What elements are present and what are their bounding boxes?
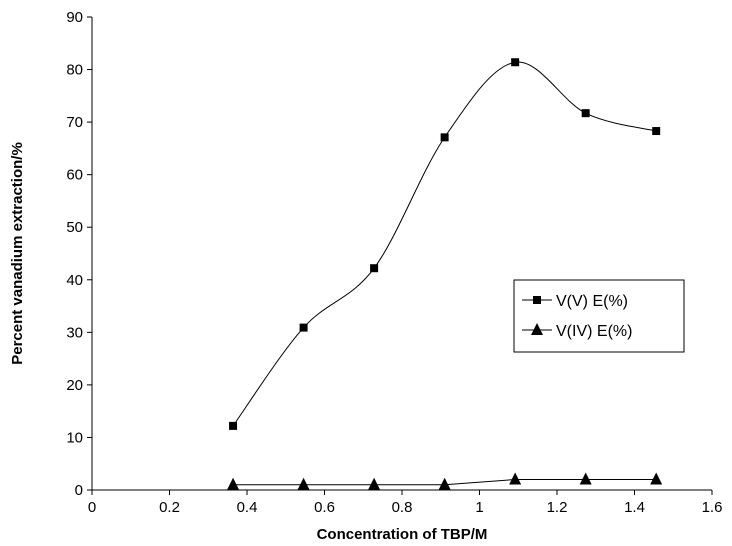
y-tick-label: 30 — [66, 324, 83, 341]
series-layer — [227, 58, 663, 490]
x-tick-label: 0.8 — [392, 499, 413, 516]
legend-label-viv: V(IV) E(%) — [556, 323, 632, 340]
data-point-square — [652, 127, 661, 136]
y-tick-label: 80 — [66, 62, 83, 79]
x-tick-label: 0.4 — [237, 499, 258, 516]
x-tick-label: 0.2 — [159, 499, 180, 516]
x-tick-label: 1 — [475, 499, 483, 516]
data-point-triangle — [438, 477, 451, 490]
data-point-triangle — [227, 477, 240, 490]
data-point-square — [370, 264, 379, 273]
legend-square-marker-icon — [533, 296, 541, 304]
y-tick-label: 20 — [66, 377, 83, 394]
axes — [87, 16, 713, 495]
x-axis-title: Concentration of TBP/M — [317, 526, 488, 543]
y-tick-label: 0 — [75, 482, 83, 499]
y-tick-label: 60 — [66, 167, 83, 184]
series-vv — [229, 58, 661, 430]
series-line-vv — [232, 61, 657, 427]
x-tick-label: 0 — [88, 499, 96, 516]
x-tick-label: 1.4 — [624, 499, 645, 516]
data-point-triangle — [509, 472, 522, 485]
legend-label-vv: V(V) E(%) — [556, 293, 628, 310]
data-point-square — [440, 133, 449, 142]
legend-item-vv: V(V) E(%) — [522, 293, 628, 310]
data-point-triangle — [650, 472, 663, 485]
series-viv — [227, 472, 663, 490]
data-point-triangle — [368, 477, 381, 490]
y-tick-label: 70 — [66, 114, 83, 131]
x-tick-label: 1.2 — [547, 499, 568, 516]
legend-box — [513, 279, 685, 353]
x-tick-label: 0.6 — [314, 499, 335, 516]
data-point-square — [229, 421, 238, 430]
legend: V(V) E(%) V(IV) E(%) — [513, 279, 685, 353]
legend-triangle-marker-icon — [531, 323, 543, 335]
y-tick-label: 10 — [66, 429, 83, 446]
y-tick-label: 40 — [66, 272, 83, 289]
data-point-triangle — [297, 477, 310, 490]
data-point-square — [511, 58, 520, 67]
tick-labels: 0 0.2 0.4 0.6 0.8 1 1.2 1.4 1.6 0 10 20 30 40 50 60 70 80… — [66, 9, 722, 516]
data-point-triangle — [579, 472, 592, 485]
data-point-square — [581, 109, 590, 118]
data-point-square — [299, 323, 308, 332]
x-tick-label: 1.6 — [702, 499, 723, 516]
y-axis-title: Percent vanadium extraction/% — [9, 142, 26, 365]
y-tick-label: 50 — [66, 219, 83, 236]
y-tick-label: 90 — [66, 9, 83, 26]
legend-item-viv: V(IV) E(%) — [522, 323, 632, 340]
